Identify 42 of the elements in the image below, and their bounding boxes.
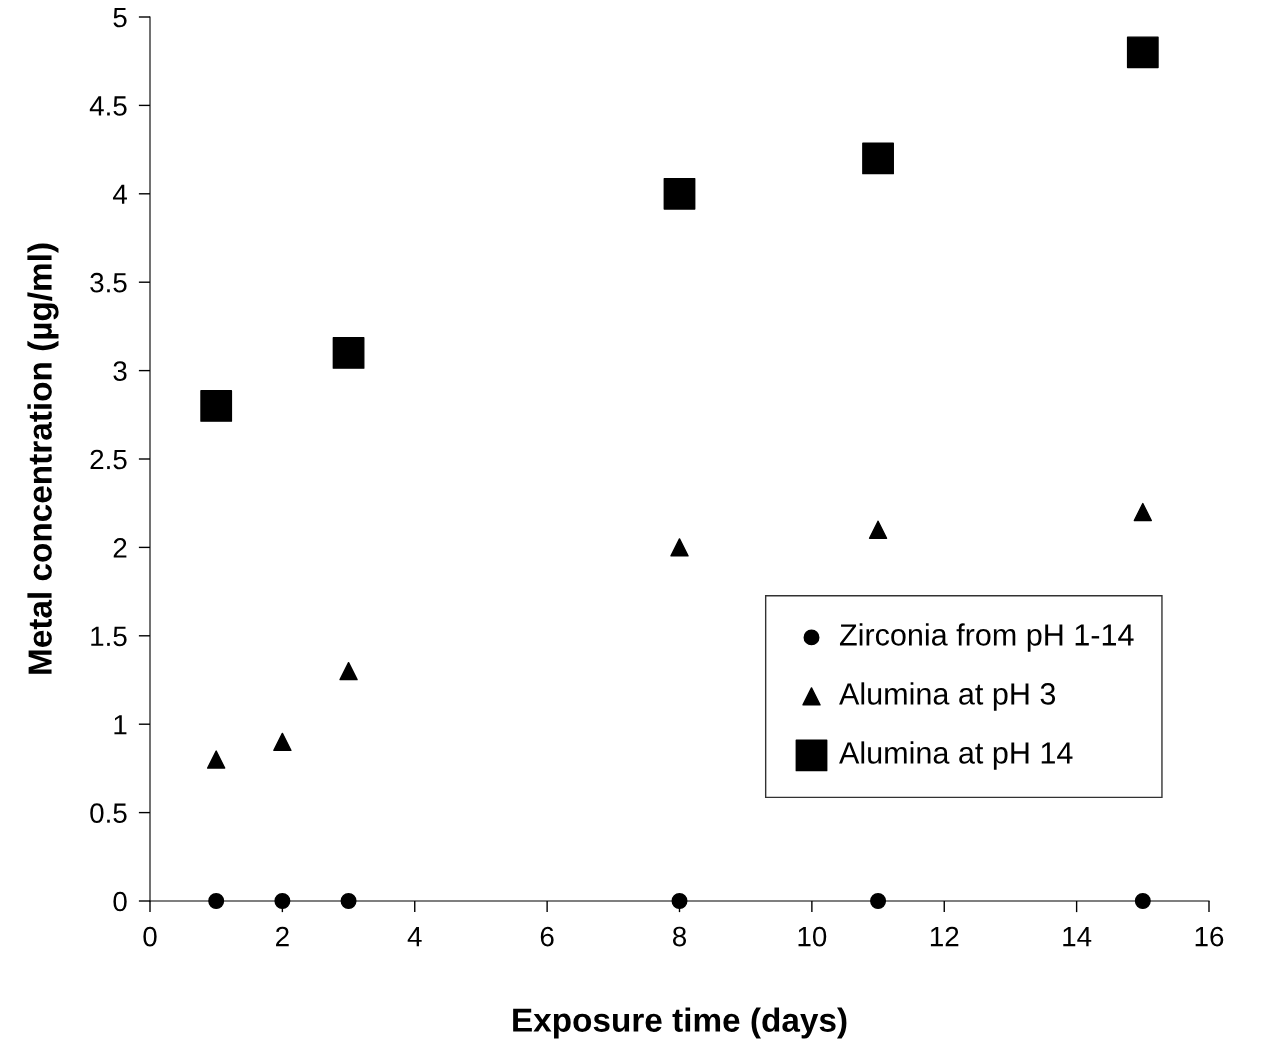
y-tick-label: 3.5	[90, 272, 127, 293]
y-tick-label: 2	[113, 538, 127, 558]
y-tick-label: 0.5	[90, 803, 127, 823]
y-tick-label: 4.5	[89, 96, 127, 116]
point	[340, 893, 357, 909]
point	[862, 142, 894, 175]
y-tick-label: 4	[112, 184, 127, 204]
x-tick-label: 4	[407, 927, 422, 947]
x-tick-label: 8	[672, 926, 687, 947]
y-tick-label: 5	[113, 7, 127, 28]
point	[671, 893, 688, 909]
y-tick-label: 2.5	[90, 449, 127, 470]
point	[868, 520, 888, 539]
x-tick-label: 14	[1063, 927, 1092, 947]
point	[1126, 36, 1159, 69]
legend-label: Zirconia from pH 1-14	[839, 623, 1134, 652]
y-tick-label: 3	[113, 361, 127, 381]
point	[332, 337, 365, 369]
x-tick-label: 10	[798, 926, 827, 947]
x-tick-label: 12	[930, 926, 959, 947]
point	[1133, 502, 1153, 522]
y-axis-title: Metal concentration (µg/ml)	[27, 243, 59, 674]
point	[274, 893, 291, 909]
point	[206, 750, 226, 769]
point	[273, 732, 292, 752]
x-tick-label: 0	[143, 926, 157, 947]
legend-label: Alumina at pH 3	[839, 682, 1056, 711]
y-tick-label: 1.5	[91, 626, 127, 647]
point	[200, 390, 233, 422]
x-tick-label: 6	[540, 926, 554, 947]
legend-label: Alumina at pH 14	[839, 741, 1073, 770]
point	[1134, 893, 1151, 909]
x-tick-label: 16	[1195, 926, 1224, 947]
y-tick-label: 0	[113, 891, 127, 912]
x-tick-label: 2	[276, 926, 289, 947]
point	[208, 893, 225, 909]
point	[670, 538, 689, 557]
point	[870, 893, 887, 909]
y-tick-label: 1	[114, 715, 127, 735]
x-axis-title: Exposure time (days)	[513, 1007, 847, 1039]
point	[663, 177, 696, 210]
point	[339, 661, 358, 681]
